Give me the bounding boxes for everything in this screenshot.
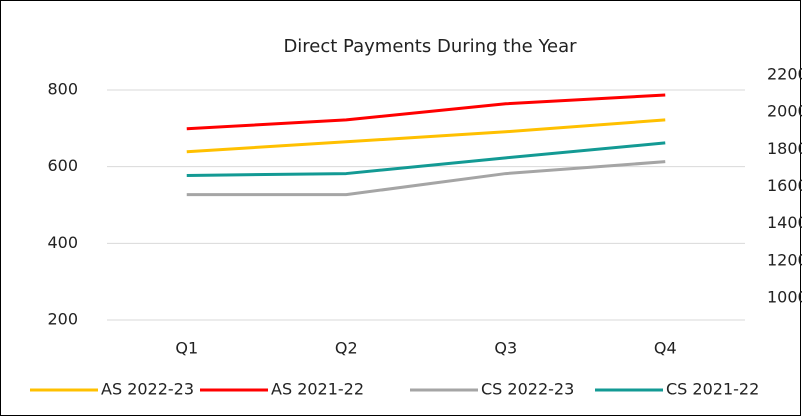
y2-tick-label: 2000 (767, 102, 802, 121)
y2-tick-label: 1000 (767, 288, 802, 307)
chart-title: Direct Payments During the Year (283, 36, 577, 57)
x-tick-label: Q4 (654, 339, 677, 358)
y-tick-label: 800 (47, 80, 78, 99)
legend-label: AS 2022-23 (101, 380, 194, 399)
x-tick-label: Q3 (494, 339, 517, 358)
series-line (186, 141, 666, 177)
legend-label: CS 2021-22 (666, 380, 759, 399)
legend-label: AS 2021-22 (271, 380, 364, 399)
y2-tick-label: 2200 (767, 65, 802, 84)
series-line (186, 160, 666, 197)
legend-label: CS 2022-23 (481, 380, 574, 399)
series-line (186, 118, 666, 154)
y-tick-label: 600 (47, 156, 78, 175)
series-line (186, 93, 666, 131)
y2-tick-label: 1600 (767, 176, 802, 195)
x-tick-label: Q1 (175, 339, 198, 358)
y2-tick-label: 1400 (767, 213, 802, 232)
y-tick-label: 200 (47, 310, 78, 329)
y2-tick-label: 1800 (767, 139, 802, 158)
y2-tick-label: 1200 (767, 250, 802, 269)
y-tick-label: 400 (47, 233, 78, 252)
x-tick-label: Q2 (335, 339, 358, 358)
